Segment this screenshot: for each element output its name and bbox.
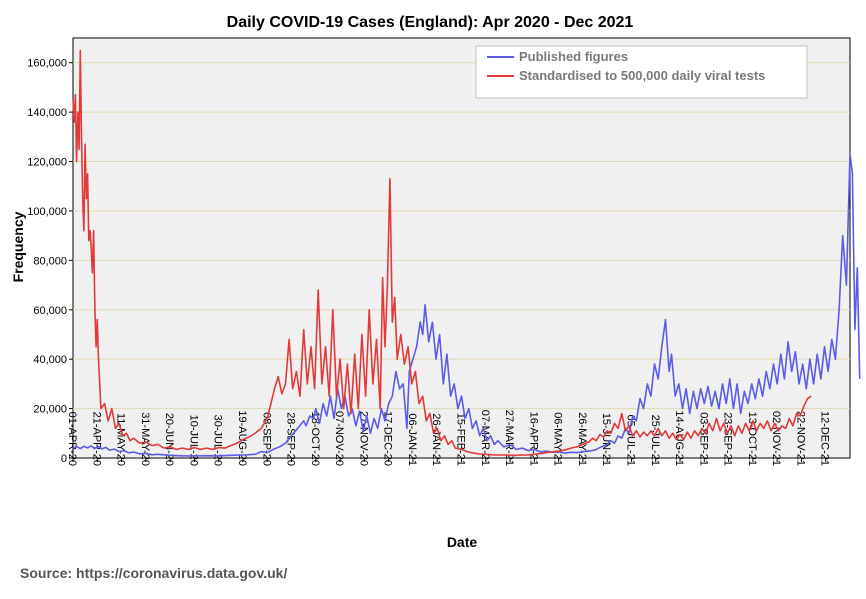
y-tick-label: 120,000	[27, 157, 67, 169]
y-tick-label: 0	[61, 453, 67, 465]
x-tick-label: 17-DEC-20	[382, 411, 394, 466]
x-tick-label: 06-JAN-21	[406, 413, 418, 466]
legend: Published figures Standardised to 500,000…	[475, 45, 808, 99]
x-tick-label: 15-JUN-21	[600, 413, 612, 466]
gridlines	[73, 62, 850, 410]
x-tick-label: 06-MAY-21	[552, 412, 564, 466]
plot-area	[72, 37, 851, 459]
x-tick-label: 14-AUG-21	[673, 410, 685, 466]
x-axis-label: Date	[447, 534, 478, 550]
x-tick-label: 07-MAR-21	[479, 410, 491, 466]
x-tick-label: 05-JUL-21	[624, 415, 636, 466]
y-tick-label: 100,000	[27, 206, 67, 218]
y-axis-label: Frequency	[10, 211, 26, 282]
x-tick-label: 27-MAR-21	[503, 410, 515, 466]
chart-title: Daily COVID-19 Cases (England): Apr 2020…	[227, 14, 634, 31]
x-tick-label: 10-JUL-20	[187, 415, 199, 466]
x-tick-label: 18-OCT-20	[309, 412, 321, 466]
y-tick-label: 140,000	[27, 107, 67, 119]
legend-box	[475, 45, 808, 99]
y-tick-label: 20,000	[33, 404, 67, 416]
x-tick-label: 15-FEB-21	[455, 413, 467, 466]
y-tick-label: 160,000	[27, 58, 67, 70]
x-tick-label: 16-APR-21	[527, 412, 539, 466]
series-lines	[72, 49, 861, 457]
legend-label: Standardised to 500,000 daily viral test…	[519, 68, 765, 83]
source-note: Source: https://coronavirus.data.gov.uk/	[20, 565, 288, 581]
x-tick-label: 02-NOV-21	[770, 411, 782, 466]
x-tick-label: 19-AUG-20	[236, 410, 248, 466]
x-tick-label: 27-NOV-20	[357, 411, 369, 466]
series-line-published	[72, 153, 861, 457]
series-line-standardised	[72, 49, 812, 457]
x-tick-label: 20-JUN-20	[163, 413, 175, 466]
x-tick-label: 25-JUL-21	[649, 415, 661, 466]
x-tick-label: 22-NOV-21	[794, 411, 806, 466]
y-tick-label: 80,000	[33, 255, 67, 267]
y-axis-ticks: 0 20,000 40,000 60,000 80,000 100,000 120,000 1…	[27, 58, 73, 465]
x-tick-label: 01-APR-20	[66, 412, 78, 466]
x-tick-label: 31-MAY-20	[139, 412, 151, 466]
x-tick-label: 03-SEP-21	[697, 412, 709, 466]
x-tick-label: 28-SEP-20	[285, 412, 297, 466]
x-tick-label: 07-NOV-20	[333, 411, 345, 466]
x-tick-label: 13-OCT-21	[746, 412, 758, 466]
y-tick-label: 60,000	[33, 305, 67, 317]
x-tick-label: 23-SEP-21	[722, 412, 734, 466]
x-tick-label: 26-MAY-21	[576, 412, 588, 466]
x-tick-label: 30-JUL-20	[212, 415, 224, 466]
x-tick-label: 12-DEC-21	[819, 411, 831, 466]
y-tick-label: 40,000	[33, 354, 67, 366]
legend-label: Published figures	[519, 49, 628, 64]
x-tick-label: 21-APR-20	[90, 412, 102, 466]
x-tick-label: 26-JAN-21	[430, 413, 442, 466]
x-tick-label: 11-MAY-20	[115, 413, 127, 466]
